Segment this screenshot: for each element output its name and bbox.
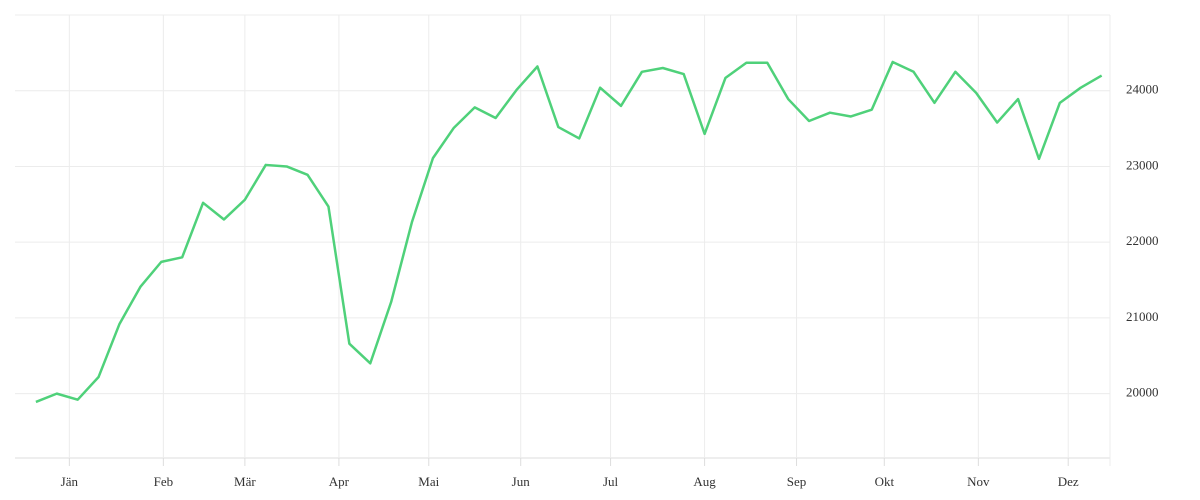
y-tick-label: 21000 — [1126, 309, 1159, 324]
y-tick-label: 23000 — [1126, 157, 1159, 172]
x-tick-label: Mai — [418, 474, 439, 489]
x-tick-label: Dez — [1058, 474, 1079, 489]
x-tick-label: Nov — [967, 474, 990, 489]
y-tick-label: 24000 — [1126, 82, 1159, 97]
x-tick-label: Apr — [329, 474, 350, 489]
x-tick-label: Aug — [693, 474, 716, 489]
x-tick-label: Mär — [234, 474, 256, 489]
x-tick-label: Jän — [61, 474, 79, 489]
x-tick-label: Sep — [787, 474, 807, 489]
y-tick-label: 20000 — [1126, 385, 1159, 400]
x-tick-label: Jun — [512, 474, 531, 489]
x-tick-label: Jul — [603, 474, 619, 489]
x-tick-label: Feb — [154, 474, 174, 489]
x-tick-label: Okt — [875, 474, 895, 489]
y-tick-label: 22000 — [1126, 233, 1159, 248]
line — [35, 60, 1103, 404]
